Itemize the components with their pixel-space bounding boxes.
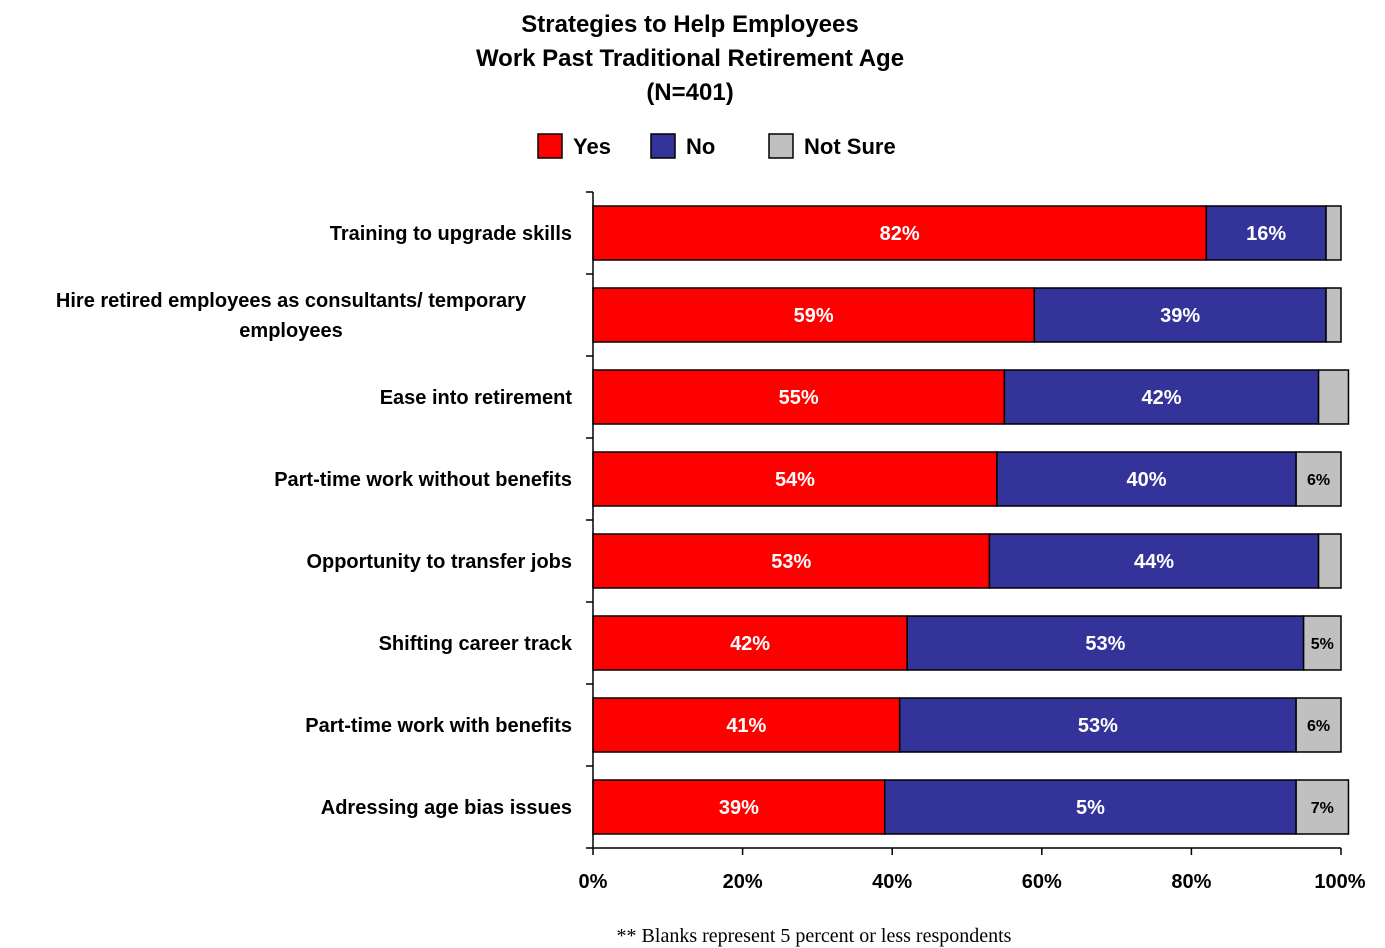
- legend-label-not-sure: Not Sure: [804, 134, 896, 159]
- bar-yes-0: [592, 205, 1208, 261]
- legend-swatch-not-sure: [768, 133, 794, 159]
- data-label-no-6: 53%: [1078, 715, 1118, 737]
- bar-yes-2: [592, 369, 1006, 425]
- data-label-no-2: 42%: [1141, 387, 1181, 409]
- data-label-not-sure-3: 6%: [1307, 472, 1330, 489]
- bar-yes-1: [592, 287, 1036, 343]
- bar-no-6: [898, 697, 1297, 753]
- bar-not-sure-4: [1317, 533, 1342, 589]
- x-tick-label-40: 40%: [872, 871, 912, 893]
- bar-yes-4: [592, 533, 991, 589]
- data-label-yes-0: 82%: [880, 223, 920, 245]
- category-label-2: Ease into retirement: [380, 387, 573, 409]
- bar-not-sure-2: [1317, 369, 1350, 425]
- bar-yes-3: [592, 451, 998, 507]
- bar-not-sure-1: [1325, 287, 1342, 343]
- legend-label-no: No: [686, 134, 715, 159]
- data-label-yes-7: 39%: [719, 797, 759, 819]
- x-tick-label-20: 20%: [723, 871, 763, 893]
- data-label-not-sure-6: 6%: [1307, 718, 1330, 735]
- data-label-no-4: 44%: [1134, 551, 1174, 573]
- data-label-no-1: 39%: [1160, 305, 1200, 327]
- footnote: ** Blanks represent 5 percent or less re…: [617, 925, 1012, 947]
- chart-title-line-2: Work Past Traditional Retirement Age: [476, 45, 904, 72]
- data-label-no-3: 40%: [1127, 469, 1167, 491]
- bar-not-sure-0: [1325, 205, 1342, 261]
- category-label-6: Part-time work with benefits: [305, 715, 572, 737]
- x-tick-label-100: 100%: [1314, 871, 1365, 893]
- bar-yes-5: [592, 615, 908, 671]
- bar-no-5: [906, 615, 1305, 671]
- bar-not-sure-5: [1302, 615, 1342, 671]
- category-label-4: Opportunity to transfer jobs: [306, 551, 572, 573]
- category-label-7: Adressing age bias issues: [321, 797, 572, 819]
- bar-no-3: [996, 451, 1297, 507]
- chart-title: Strategies to Help Employees Work Past T…: [476, 11, 904, 106]
- bars-group: 82% 16% Training to upgrade skills 59% 39% Hi…: [56, 205, 1350, 835]
- data-label-yes-4: 53%: [771, 551, 811, 573]
- data-label-not-sure-7: 7%: [1311, 800, 1334, 817]
- bar-not-sure-7: [1295, 779, 1350, 835]
- bar-no-0: [1205, 205, 1327, 261]
- legend-swatch-yes: [537, 133, 563, 159]
- bar-no-7: [883, 779, 1297, 835]
- x-tick-label-0: 0%: [579, 871, 608, 893]
- data-label-yes-3: 54%: [775, 469, 815, 491]
- data-label-yes-5: 42%: [730, 633, 770, 655]
- x-tick-label-80: 80%: [1171, 871, 1211, 893]
- bar-no-2: [1003, 369, 1320, 425]
- category-label-3: Part-time work without benefits: [274, 469, 572, 491]
- category-label-0: Training to upgrade skills: [330, 223, 572, 245]
- chart-legend: Yes No Not Sure: [537, 133, 896, 159]
- legend-swatch-no: [650, 133, 676, 159]
- data-label-yes-2: 55%: [779, 387, 819, 409]
- data-label-no-0: 16%: [1246, 223, 1286, 245]
- chart-title-line-1: Strategies to Help Employees: [521, 11, 858, 38]
- category-label-5: Shifting career track: [379, 633, 573, 655]
- legend-label-yes: Yes: [573, 134, 611, 159]
- bar-not-sure-6: [1295, 697, 1342, 753]
- data-label-no-5: 53%: [1085, 633, 1125, 655]
- data-label-no-7: 5%: [1076, 797, 1105, 819]
- axes-group: 0% 20% 40% 60% 80% 100%: [579, 191, 1366, 893]
- data-label-yes-6: 41%: [726, 715, 766, 737]
- category-label-1: Hire retired employees as consultants/ t…: [56, 290, 527, 342]
- bar-not-sure-3: [1295, 451, 1342, 507]
- data-label-not-sure-5: 5%: [1311, 636, 1334, 653]
- data-label-yes-1: 59%: [794, 305, 834, 327]
- chart-title-line-3: (N=401): [646, 79, 733, 106]
- x-tick-label-60: 60%: [1022, 871, 1062, 893]
